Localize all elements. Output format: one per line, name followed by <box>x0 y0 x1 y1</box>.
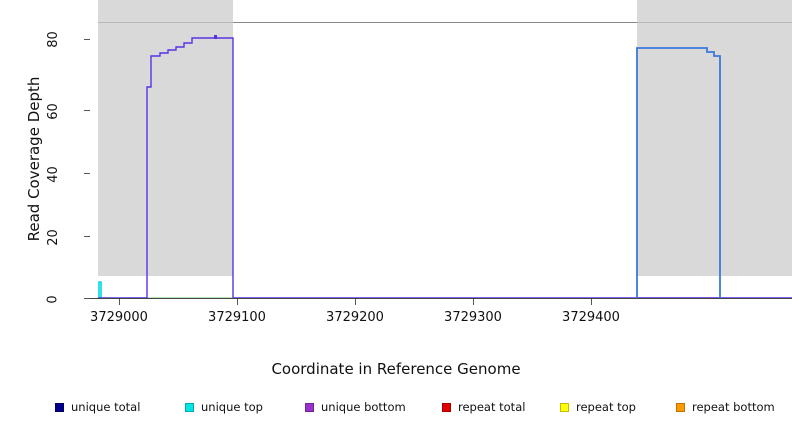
legend-item-unique-bottom[interactable]: unique bottom <box>305 400 406 414</box>
y-tick-mark-40 <box>84 173 90 174</box>
x-tick-label-3729300: 3729300 <box>444 310 502 325</box>
legend: unique total unique top unique bottom re… <box>0 398 792 420</box>
x-tick-mark-3729000 <box>119 299 120 305</box>
plot-top-rule <box>233 22 637 23</box>
x-tick-mark-3729400 <box>591 299 592 305</box>
legend-label-repeat-bottom: repeat bottom <box>692 400 775 414</box>
legend-swatch-unique-top <box>185 402 194 412</box>
legend-label-repeat-top: repeat top <box>576 400 636 414</box>
trace-right-peak <box>636 47 721 298</box>
y-tick-mark-60 <box>84 110 90 111</box>
legend-swatch-repeat-top <box>560 402 569 412</box>
plot-top-rule-right <box>637 22 792 23</box>
x-tick-mark-3729300 <box>473 299 474 305</box>
x-tick-label-3729400: 3729400 <box>562 310 620 325</box>
legend-swatch-unique-total <box>55 402 64 412</box>
y-tick-mark-80 <box>84 39 90 40</box>
x-axis-line <box>90 298 792 299</box>
x-tick-mark-3729200 <box>355 299 356 305</box>
x-axis-title: Coordinate in Reference Genome <box>271 360 521 378</box>
x-tick-mark-3729100 <box>237 299 238 305</box>
legend-swatch-repeat-total <box>442 402 451 412</box>
shaded-region-left <box>98 0 233 276</box>
trace-notch-marker <box>214 35 217 39</box>
y-tick-mark-0 <box>84 298 90 299</box>
x-tick-label-3729000: 3729000 <box>90 310 148 325</box>
legend-item-repeat-total[interactable]: repeat total <box>442 400 525 414</box>
legend-label-unique-total: unique total <box>71 400 141 414</box>
y-tick-mark-20 <box>84 236 90 237</box>
trace-unique-bottom <box>98 37 792 299</box>
legend-item-unique-total[interactable]: unique total <box>55 400 140 414</box>
legend-item-unique-top[interactable]: unique top <box>185 400 263 414</box>
legend-swatch-unique-bottom <box>305 402 314 412</box>
shaded-region-right <box>637 0 792 276</box>
x-tick-label-3729100: 3729100 <box>208 310 266 325</box>
legend-item-repeat-top[interactable]: repeat top <box>560 400 636 414</box>
plot-top-rule-left <box>98 22 233 23</box>
legend-item-repeat-bottom[interactable]: repeat bottom <box>676 400 775 414</box>
legend-label-unique-top: unique top <box>201 400 263 414</box>
x-tick-label-3729200: 3729200 <box>326 310 384 325</box>
legend-swatch-repeat-bottom <box>676 402 685 412</box>
trace-unique-top <box>98 281 102 298</box>
legend-label-unique-bottom: unique bottom <box>321 400 406 414</box>
legend-label-repeat-total: repeat total <box>458 400 526 414</box>
